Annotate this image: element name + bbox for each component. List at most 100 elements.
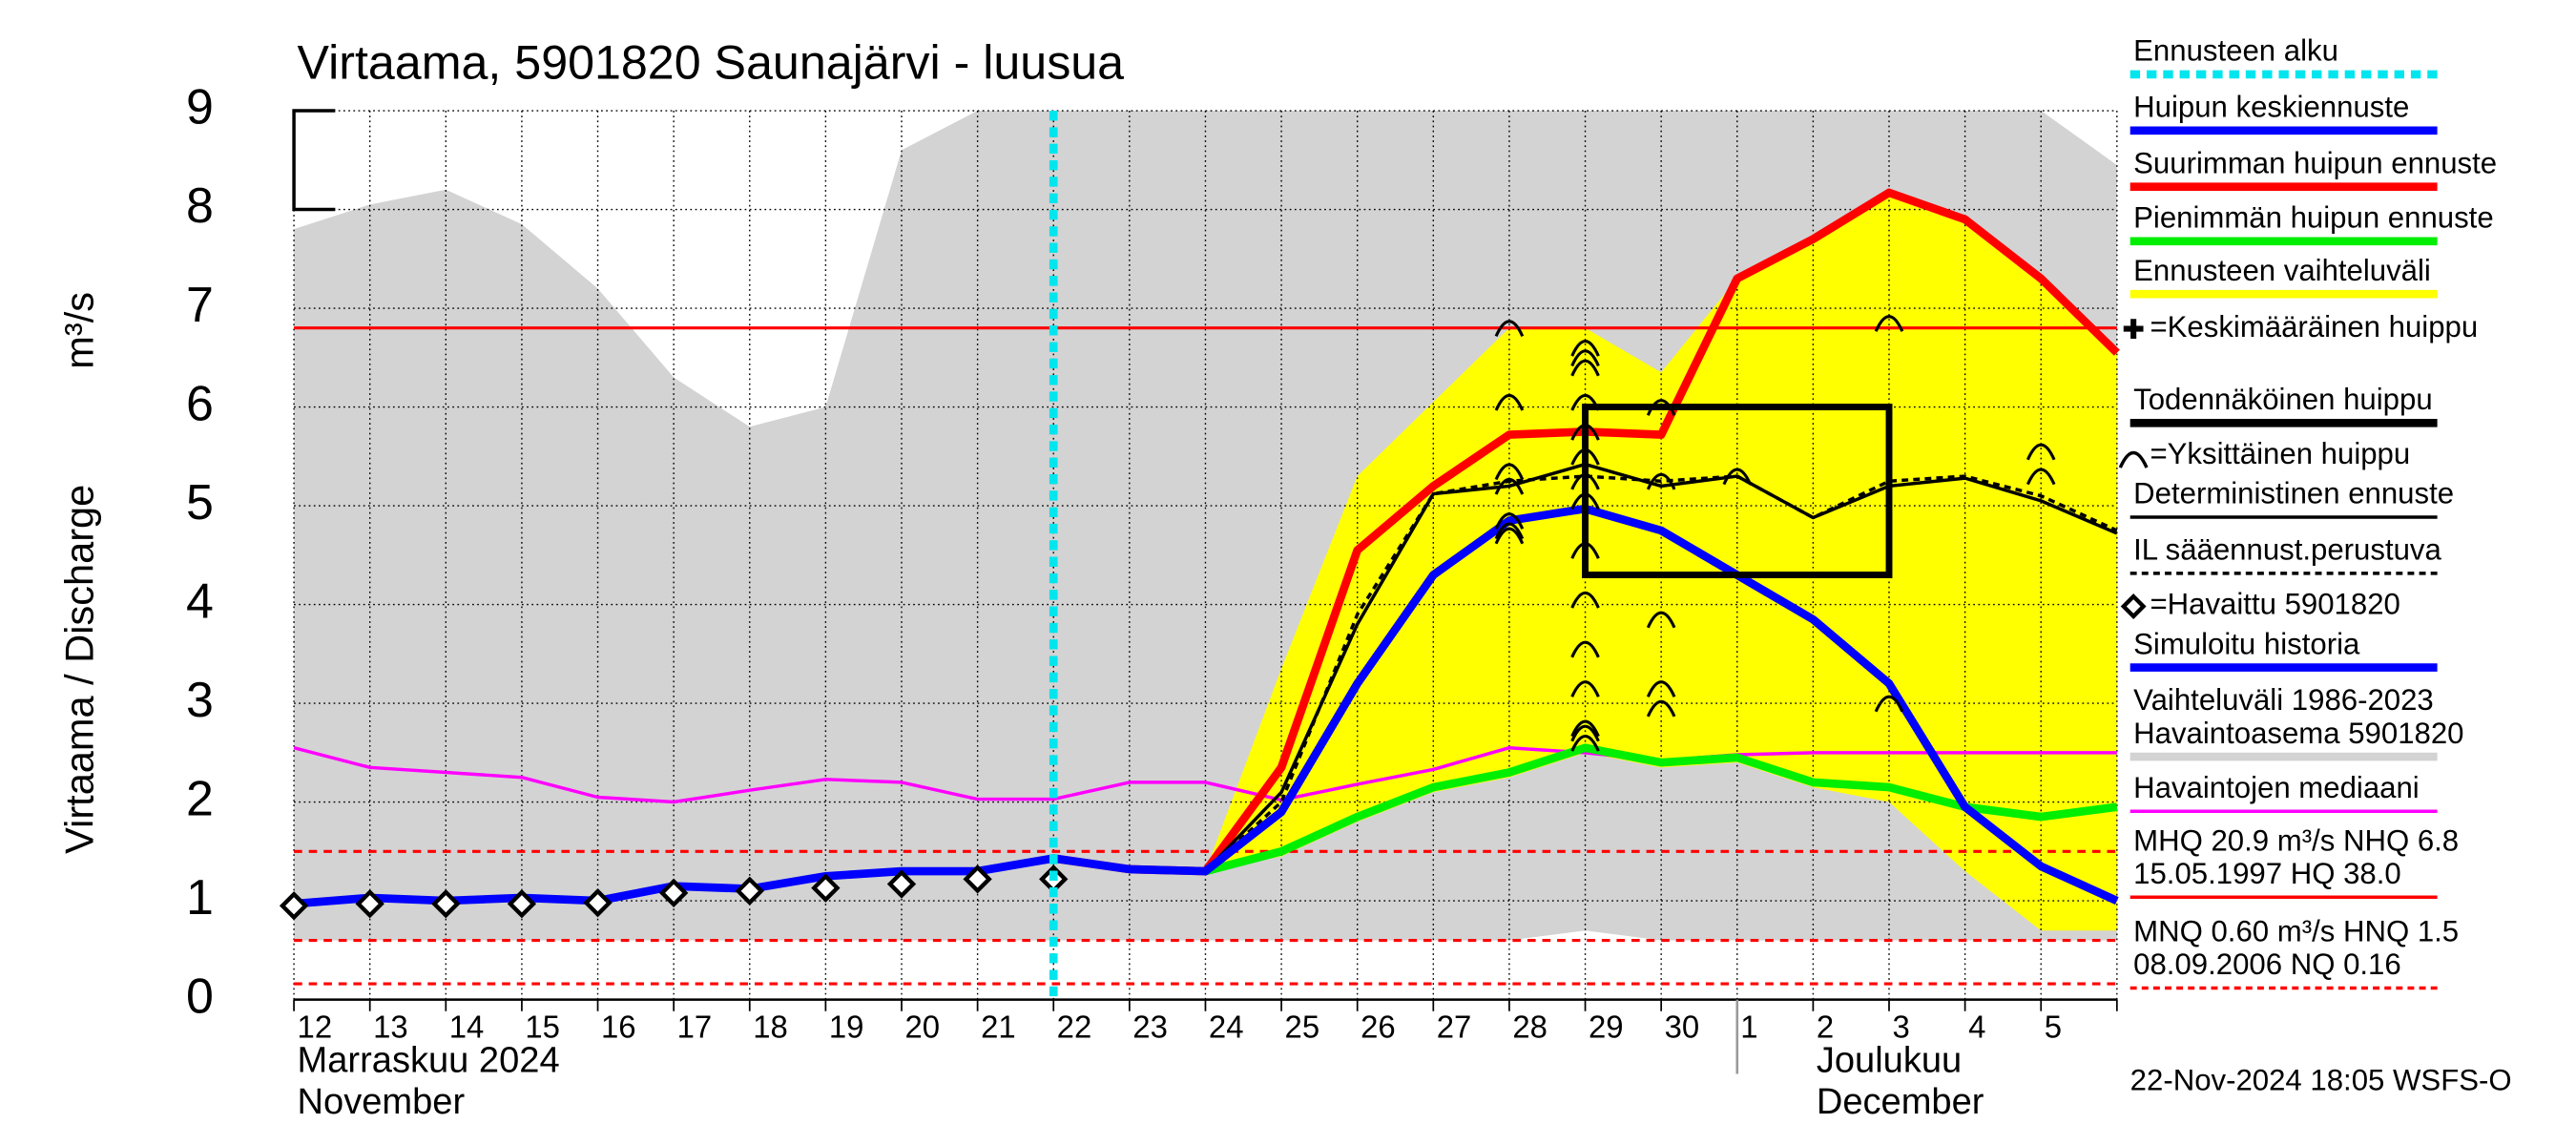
x-tick-label: 26 [1361, 1009, 1396, 1044]
individual-peak [1494, 463, 1525, 481]
individual-peak [2025, 443, 2056, 461]
legend-label: Suurimman huipun ennuste [2133, 146, 2497, 179]
individual-peak [1874, 315, 1904, 332]
individual-peak [1494, 512, 1525, 530]
series-line [1204, 462, 2118, 873]
legend-symbol [2118, 450, 2149, 468]
series-line [293, 745, 2117, 804]
x-tick-label: 15 [525, 1009, 560, 1044]
individual-peak [1494, 477, 1525, 495]
x-tick-label: 30 [1665, 1009, 1700, 1044]
x-tick-label: 24 [1209, 1009, 1244, 1044]
observed-point [658, 878, 689, 908]
y-tick-label: 3 [186, 673, 214, 728]
legend-symbol [2123, 319, 2144, 339]
individual-peak [1646, 611, 1676, 629]
individual-peak [1646, 699, 1676, 718]
observed-point [583, 887, 613, 918]
x-tick-label: 13 [373, 1009, 408, 1044]
individual-peak [1494, 527, 1525, 545]
y-tick-label: 4 [186, 573, 214, 629]
y-tick-label: 7 [186, 278, 214, 333]
individual-peak [1570, 640, 1600, 658]
x-tick-label: 28 [1512, 1009, 1548, 1044]
y-tick-label: 8 [186, 178, 214, 234]
timestamp: 22-Nov-2024 18:05 WSFS-O [2130, 1063, 2512, 1096]
legend-label: Ennusteen vaihteluväli [2133, 254, 2431, 287]
individual-peak [1570, 472, 1600, 490]
legend-label: 08.09.2006 NQ 0.16 [2133, 947, 2401, 981]
individual-peak [1646, 472, 1676, 490]
individual-peak [1570, 340, 1600, 357]
legend-label: Simuloitu historia [2133, 627, 2360, 660]
legend-symbol [2120, 593, 2147, 619]
observed-point [811, 873, 841, 903]
chart-title: Virtaama, 5901820 Saunajärvi - luusua [298, 36, 1125, 90]
individual-peak [1570, 719, 1600, 738]
individual-peak [1874, 695, 1904, 713]
legend-label: MHQ 20.9 m³/s NHQ 6.8 [2133, 823, 2459, 857]
month-label: December [1817, 1082, 1984, 1122]
series-line [1204, 474, 2118, 873]
individual-peak [1570, 724, 1600, 742]
x-tick-label: 16 [601, 1009, 636, 1044]
month-label: Joulukuu [1817, 1040, 1962, 1080]
month-label: Marraskuu 2024 [298, 1040, 560, 1080]
x-tick-label: 25 [1285, 1009, 1320, 1044]
individual-peak [1570, 591, 1600, 609]
observed-point [507, 889, 537, 919]
individual-peak [1646, 680, 1676, 697]
legend-label: Huipun keskiennuste [2133, 91, 2409, 124]
probable-peak-box [1582, 404, 1893, 578]
individual-peak [2025, 468, 2056, 486]
legend-label: Vaihteluväli 1986-2023 [2133, 683, 2434, 717]
y-axis-bracket [292, 109, 336, 212]
individual-peak [1570, 393, 1600, 411]
x-tick-label: 21 [981, 1009, 1016, 1044]
individual-peak [1570, 680, 1600, 697]
legend-label: Havaintojen mediaani [2133, 771, 2420, 804]
observed-point [355, 889, 384, 919]
individual-peak [1570, 349, 1600, 367]
x-tick-label: 14 [449, 1009, 485, 1044]
x-tick-label: 23 [1132, 1009, 1168, 1044]
legend-label: MNQ 0.60 m³/s HNQ 1.5 [2133, 915, 2459, 948]
x-tick-label: 4 [1968, 1009, 1985, 1044]
observed-point [279, 891, 309, 921]
legend-label: 15.05.1997 HQ 38.0 [2133, 857, 2401, 890]
x-tick-label: 18 [753, 1009, 788, 1044]
x-tick-label: 1 [1740, 1009, 1757, 1044]
y-tick-label: 1 [186, 870, 214, 926]
individual-peak [1494, 320, 1525, 338]
y-tick-label: 5 [186, 475, 214, 531]
individual-peak [1570, 448, 1600, 466]
observed-point [963, 864, 992, 894]
x-tick-label: 5 [2045, 1009, 2062, 1044]
observed-point [431, 889, 461, 919]
y-tick-label: 9 [186, 80, 214, 135]
y-tick-label: 0 [186, 968, 214, 1024]
legend-label: Deterministinen ennuste [2133, 477, 2454, 510]
x-tick-label: 19 [829, 1009, 864, 1044]
individual-peak [1570, 735, 1600, 752]
individual-peak [1570, 359, 1600, 377]
legend-label: Todennäköinen huippu [2133, 383, 2433, 416]
x-tick-label: 17 [677, 1009, 713, 1044]
x-tick-label: 2 [1817, 1009, 1834, 1044]
x-tick-label: 20 [904, 1009, 940, 1044]
legend-label: Ennusteen alku [2133, 34, 2338, 68]
individual-peak [1494, 522, 1525, 540]
legend-label: Pienimmän huipun ennuste [2133, 201, 2494, 235]
y-tick-label: 2 [186, 771, 214, 826]
individual-peak [1570, 424, 1600, 441]
individual-peak [1570, 542, 1600, 559]
legend-label: =Havaittu 5901820 [2150, 588, 2399, 621]
legend-label: IL sääennust.perustuva [2133, 533, 2441, 567]
legend-label: Havaintoasema 5901820 [2133, 717, 2463, 750]
individual-peak [1722, 468, 1753, 486]
individual-peak [1494, 393, 1525, 411]
individual-peak [1570, 492, 1600, 510]
individual-peak [1646, 399, 1676, 416]
